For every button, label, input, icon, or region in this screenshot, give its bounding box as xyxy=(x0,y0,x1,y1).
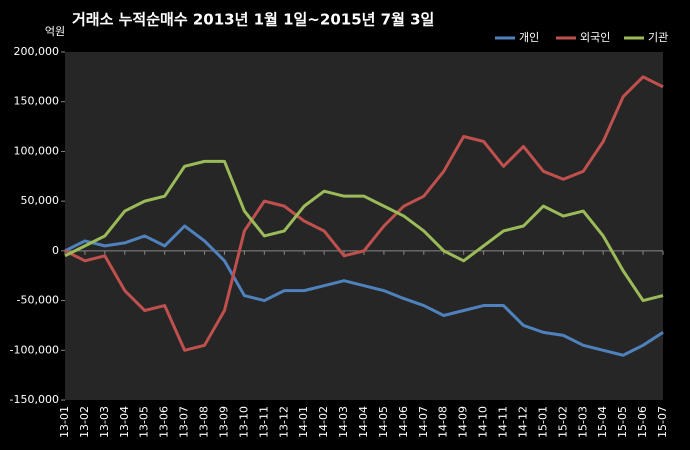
x-tick-label: 13-04 xyxy=(118,406,131,438)
x-tick-label: 14-08 xyxy=(437,406,450,438)
legend-label: 외국인 xyxy=(580,31,610,44)
y-tick-label: -150,000 xyxy=(10,393,59,406)
x-tick-label: 14-11 xyxy=(497,406,510,438)
x-tick-label: 14-07 xyxy=(417,406,430,438)
y-tick-label: 0 xyxy=(52,244,59,257)
series-line xyxy=(64,159,664,303)
y-tick-label: 50,000 xyxy=(21,194,60,207)
chart-title: 거래소 누적순매수 2013년 1월 1일~2015년 7월 3일 xyxy=(72,11,434,29)
legend-label: 개인 xyxy=(519,31,539,44)
y-tick-label: -50,000 xyxy=(17,294,59,307)
plot-area xyxy=(65,52,663,400)
series-line xyxy=(64,75,664,352)
x-tick-label: 15-04 xyxy=(596,406,609,438)
x-tick-label: 14-04 xyxy=(357,406,370,438)
legend-label: 기관 xyxy=(648,31,668,44)
x-tick-label: 15-01 xyxy=(536,406,549,438)
x-tick-label: 14-01 xyxy=(297,406,310,438)
x-tick-label: 13-07 xyxy=(178,406,191,438)
y-unit: 억원 xyxy=(45,25,65,38)
y-tick-label: 100,000 xyxy=(14,144,60,157)
x-tick-label: 15-02 xyxy=(556,406,569,438)
x-tick-label: 13-03 xyxy=(98,406,111,438)
x-tick-label: 13-05 xyxy=(138,406,151,438)
x-tick-label: 15-03 xyxy=(576,406,589,438)
x-tick-label: 14-03 xyxy=(337,406,350,438)
x-tick-label: 13-10 xyxy=(237,406,250,438)
x-tick-label: 13-09 xyxy=(217,406,230,438)
x-tick-label: 15-06 xyxy=(636,406,649,438)
x-tick-label: 14-06 xyxy=(397,406,410,438)
x-tick-label: 13-08 xyxy=(198,406,211,438)
y-tick-label: 200,000 xyxy=(14,45,60,58)
series-line xyxy=(64,224,664,357)
x-tick-label: 15-07 xyxy=(656,406,669,438)
x-tick-label: 14-09 xyxy=(457,406,470,438)
x-tick-label: 13-12 xyxy=(277,406,290,438)
x-tick-label: 14-05 xyxy=(377,406,390,438)
y-tick-label: 150,000 xyxy=(14,95,60,108)
x-tick-label: 14-12 xyxy=(516,406,529,438)
x-tick-label: 15-05 xyxy=(616,406,629,438)
y-tick-label: -100,000 xyxy=(10,343,59,356)
x-tick-label: 13-01 xyxy=(58,406,71,438)
x-tick-label: 13-06 xyxy=(158,406,171,438)
x-tick-label: 14-02 xyxy=(317,406,330,438)
x-tick-label: 13-02 xyxy=(78,406,91,438)
x-tick-label: 14-10 xyxy=(477,406,490,438)
x-tick-label: 13-11 xyxy=(257,406,270,438)
